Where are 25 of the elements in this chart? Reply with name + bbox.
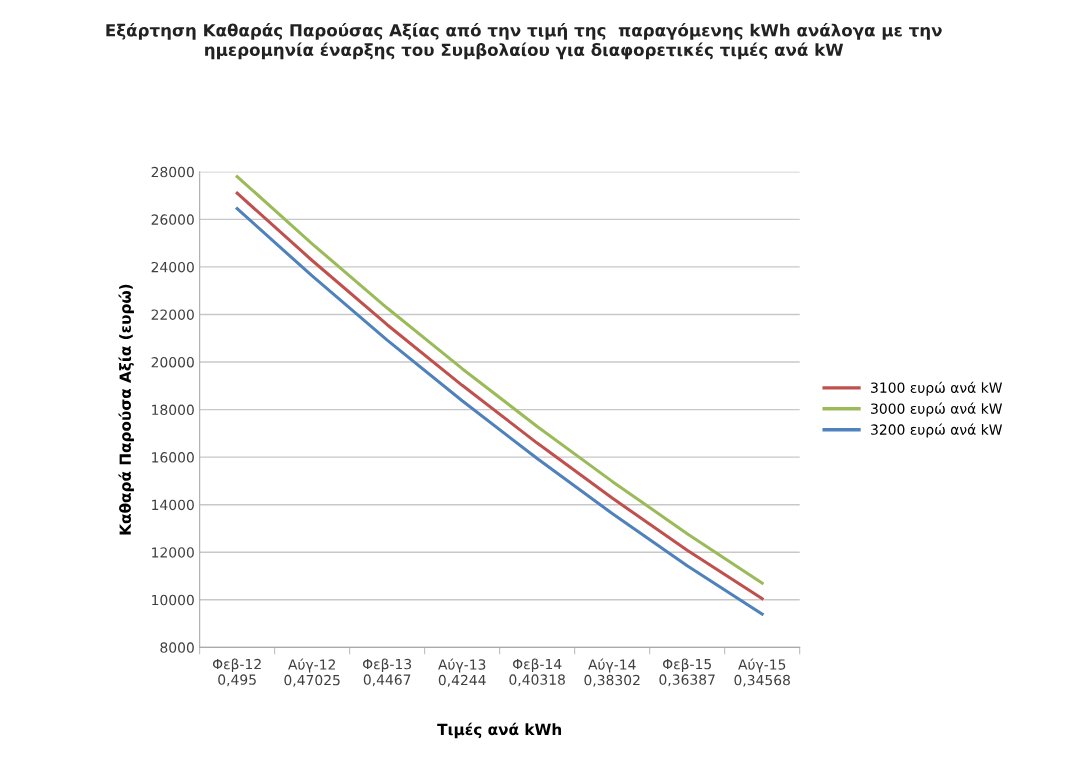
y-tick-label: 18000 — [152, 404, 194, 416]
legend-label: 3100 ευρώ ανά kW — [871, 381, 1003, 396]
x-tick-label: Φεβ-12 0,495 — [212, 658, 261, 687]
legend-label: 3200 ευρώ ανά kW — [871, 423, 1003, 438]
y-tick-label: 20000 — [151, 356, 194, 368]
y-axis-title: Καθαρά Παρούσα Αξία (ευρώ) — [118, 284, 134, 535]
x-tick-label: Αύγ-15 0,34568 — [734, 658, 790, 687]
y-tick-label: 24000 — [151, 261, 194, 273]
y-tick-label: 12000 — [152, 547, 194, 558]
chart-title: Εξάρτηση Καθαράς Παρούσας Αξίας από την τιμή της παραγόμενης kWh ανάλογα με την ημερομηνία έναρξης του Συμβολαίου για διαφορετικές τιμές ανά kW — [106, 23, 942, 60]
y-tick-label: 8000 — [160, 642, 194, 653]
legend-label: 3000 ευρώ ανά kW — [871, 402, 1003, 417]
y-tick-label: 28000 — [151, 166, 194, 178]
x-tick-label: Φεβ-15 0,36387 — [659, 658, 715, 687]
y-tick-label: 22000 — [151, 309, 194, 320]
x-tick-label: Αύγ-12 0,47025 — [284, 658, 340, 687]
y-tick-label: 26000 — [151, 214, 194, 225]
x-axis-title: Τιμές ανά kWh — [437, 722, 562, 739]
y-tick-label: 10000 — [152, 594, 194, 606]
y-tick-label: 14000 — [152, 499, 194, 511]
x-tick-label: Αύγ-13 0,4244 — [438, 658, 486, 687]
x-tick-label: Φεβ-13 0,4467 — [362, 658, 412, 687]
x-tick-label: Φεβ-14 0,40318 — [509, 658, 565, 687]
y-tick-label: 16000 — [152, 452, 194, 463]
x-tick-label: Αύγ-14 0,38302 — [584, 658, 640, 687]
